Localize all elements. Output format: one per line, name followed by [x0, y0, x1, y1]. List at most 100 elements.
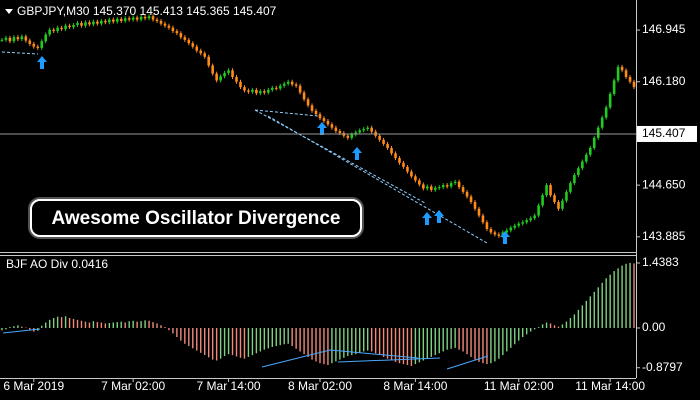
- y-tick-label: 143.885: [642, 229, 686, 243]
- candle: [481, 215, 485, 223]
- candle: [290, 81, 294, 85]
- candle: [334, 127, 338, 132]
- candle: [557, 202, 560, 209]
- candle: [445, 185, 449, 187]
- candle: [306, 99, 310, 106]
- candle: [270, 87, 274, 90]
- ao-divergence-line: [2, 328, 41, 334]
- candle: [88, 22, 91, 25]
- y-tick-label: 144.650: [642, 177, 686, 191]
- candle: [461, 187, 465, 192]
- divergence-line: [267, 115, 488, 244]
- candle: [183, 37, 187, 40]
- candle: [624, 70, 628, 78]
- candle: [493, 232, 497, 235]
- candle: [350, 134, 354, 138]
- ao-divergence-line: [337, 357, 441, 363]
- candle: [131, 17, 135, 20]
- signal-arrow: [37, 56, 47, 69]
- candle: [286, 81, 290, 84]
- candle: [505, 230, 509, 233]
- annotation-frame: [30, 199, 362, 237]
- x-tick-label: 7 Mar 14:00: [197, 379, 261, 393]
- candle: [52, 29, 55, 32]
- annotation-box: Awesome Oscillator Divergence: [28, 197, 364, 239]
- candle: [406, 166, 409, 172]
- candle: [533, 215, 536, 219]
- candle: [338, 131, 342, 134]
- candle: [433, 187, 437, 190]
- candle: [274, 87, 278, 89]
- candle: [465, 191, 469, 197]
- x-tick-label: 8 Mar 02:00: [288, 379, 352, 393]
- candle: [453, 181, 457, 184]
- candle: [346, 135, 350, 138]
- candle: [541, 195, 544, 206]
- candle: [80, 22, 83, 26]
- candle: [100, 20, 103, 24]
- candle: [326, 120, 330, 125]
- candle: [378, 135, 381, 140]
- candle: [612, 80, 616, 94]
- candle: [219, 76, 222, 81]
- candle: [44, 34, 48, 42]
- candle: [247, 90, 250, 92]
- candle: [60, 27, 63, 30]
- signal-arrow: [434, 210, 444, 223]
- candle: [608, 93, 612, 108]
- candle: [48, 29, 51, 35]
- divergence-lines: [1, 51, 488, 244]
- candle: [12, 37, 16, 42]
- candle: [398, 158, 401, 163]
- candle: [68, 25, 71, 28]
- candle: [199, 50, 203, 54]
- y-tick-label: 146.180: [642, 74, 686, 88]
- candle: [620, 66, 624, 71]
- candle: [569, 183, 572, 192]
- candle: [96, 21, 99, 24]
- candle: [227, 70, 230, 73]
- candle: [215, 73, 218, 81]
- candle: [143, 16, 147, 19]
- candle: [195, 46, 199, 51]
- x-tick-label: 7 Mar 02:00: [101, 379, 165, 393]
- ao-bars: [1, 262, 635, 366]
- candle: [366, 127, 369, 130]
- candle: [56, 27, 59, 32]
- candle: [123, 18, 127, 21]
- candle: [72, 24, 75, 28]
- candle: [553, 195, 556, 203]
- candle: [585, 154, 588, 162]
- candle: [390, 147, 393, 154]
- candle: [243, 87, 246, 91]
- candles: [0, 14, 636, 238]
- candle: [179, 33, 183, 38]
- candle: [588, 147, 592, 155]
- candle: [239, 81, 242, 88]
- candle: [119, 18, 123, 21]
- candle: [370, 127, 373, 132]
- frame: [0, 0, 637, 379]
- candle: [108, 19, 111, 23]
- candle: [40, 41, 44, 48]
- signal-arrows: [37, 56, 510, 244]
- candle: [231, 70, 234, 78]
- candle: [410, 171, 413, 177]
- candle: [600, 117, 604, 128]
- candle: [565, 191, 568, 201]
- candle: [267, 89, 270, 93]
- candle: [596, 127, 600, 138]
- candle: [561, 200, 564, 209]
- candle: [171, 27, 175, 32]
- candle: [64, 25, 67, 30]
- candle: [4, 37, 8, 40]
- candle: [20, 36, 24, 40]
- candle: [581, 161, 584, 169]
- candle: [509, 227, 513, 231]
- candle: [426, 186, 429, 189]
- candle: [402, 162, 405, 167]
- candle: [263, 91, 266, 93]
- candle: [191, 43, 195, 47]
- candle: [207, 56, 210, 66]
